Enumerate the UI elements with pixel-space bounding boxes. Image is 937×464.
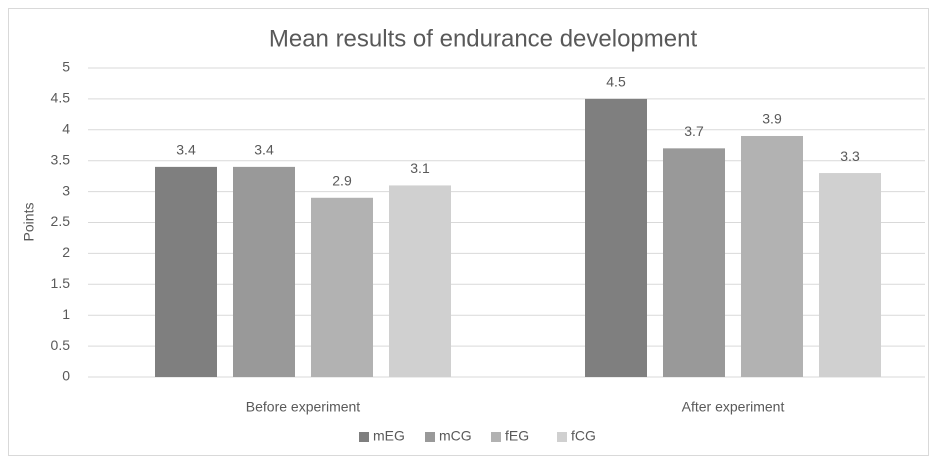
data-label: 3.1 [410,160,430,176]
y-tick-label: 3 [62,182,70,198]
y-tick-label: 1.5 [51,275,71,291]
data-label: 3.7 [684,123,704,139]
y-tick-label: 0 [62,368,70,384]
bar [741,135,803,377]
bar [389,185,451,377]
y-tick-label: 4.5 [51,90,71,106]
y-axis-label: Points [21,203,37,242]
x-tick-label: After experiment [682,399,785,415]
data-label: 2.9 [332,172,352,188]
y-tick-label: 0.5 [51,337,71,353]
data-label: 3.4 [176,142,196,158]
data-label: 4.5 [606,74,626,90]
bar [819,173,881,377]
legend-label: mEG [373,428,405,444]
legend-label: fCG [571,428,596,444]
legend-swatch [491,432,501,442]
y-tick-label: 2 [62,244,70,260]
data-label: 3.3 [840,148,860,164]
bar [663,148,725,377]
bar [585,98,647,378]
y-tick-label: 5 [62,59,70,75]
y-tick-label: 1 [62,306,70,322]
legend-swatch [359,432,369,442]
bar [233,166,295,377]
chart-title: Mean results of endurance development [269,25,698,52]
y-tick-label: 4 [62,121,70,137]
data-label: 3.4 [254,142,274,158]
bar [155,166,217,377]
legend-swatch [425,432,435,442]
bar [311,197,373,377]
y-tick-label: 2.5 [51,213,71,229]
legend-label: fEG [505,428,529,444]
x-tick-label: Before experiment [246,399,361,415]
legend-label: mCG [439,428,472,444]
data-label: 3.9 [762,111,782,127]
y-tick-label: 3.5 [51,151,71,167]
legend-swatch [557,432,567,442]
